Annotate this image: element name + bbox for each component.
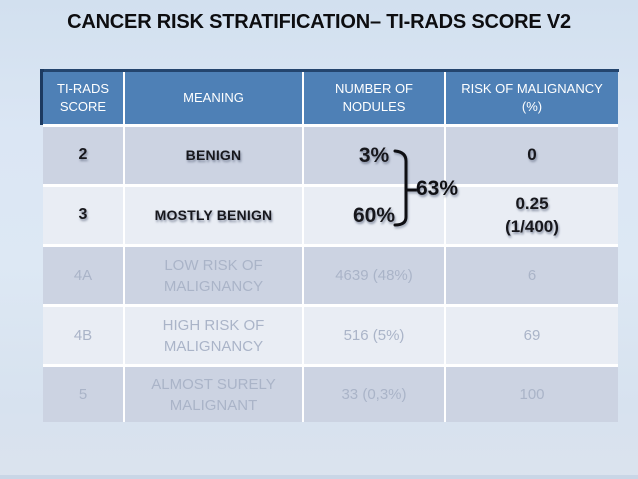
header-cell-nodules: NUMBER OF NODULES [304,72,444,124]
row-4b-risk: 69 [446,307,618,364]
tirads-score-table: TI-RADS SCORE MEANING NUMBER OF NODULES … [43,72,618,422]
row-4b-score: 4B [43,307,123,364]
row-3-meaning: MOSTLY BENIGN [125,187,302,244]
row-4b-nodules: 516 (5%) [304,307,444,364]
row-5-risk: 100 [446,367,618,422]
row-4a-risk: 6 [446,247,618,304]
header-cell-score: TI-RADS SCORE [43,72,123,124]
header-cell-risk: RISK OF MALIGNANCY (%) [446,72,618,124]
row-2-risk: 0 [446,127,618,184]
row-4a-nodules: 4639 (48%) [304,247,444,304]
row-4a-score: 4A [43,247,123,304]
slide-bottom-strip [0,475,638,479]
row-2-score: 2 [43,127,123,184]
row-5-meaning: ALMOST SURELY MALIGNANT [125,367,302,422]
row-3-risk: 0.25 (1/400) [446,187,618,244]
combined-percentage-label: 63% [416,177,459,200]
row-2-nodules: 3% [304,127,444,184]
row-4a-meaning: LOW RISK OF MALIGNANCY [125,247,302,304]
row-5-nodules: 33 (0,3%) [304,367,444,422]
row-4b-meaning: HIGH RISK OF MALIGNANCY [125,307,302,364]
row-3-nodules: 60% [304,187,444,244]
slide-title: CANCER RISK STRATIFICATION– TI-RADS SCOR… [67,11,571,33]
table-top-border [42,69,619,72]
row-2-meaning: BENIGN [125,127,302,184]
row-3-score: 3 [43,187,123,244]
header-cell-meaning: MEANING [125,72,302,124]
bracket-annotation-icon [393,149,419,227]
table-header-left-border [40,69,44,125]
row-5-score: 5 [43,367,123,422]
